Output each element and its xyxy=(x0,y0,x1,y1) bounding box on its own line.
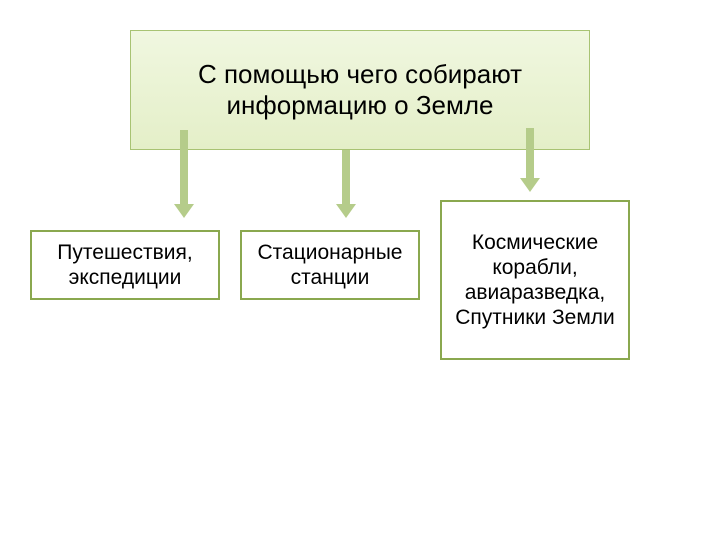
child-text-2: Космические корабли, авиаразведка, Спутн… xyxy=(450,230,620,331)
header-text: С помощью чего собирают информацию о Зем… xyxy=(149,59,571,121)
child-box-0: Путешествия, экспедиции xyxy=(30,230,220,300)
child-text-1: Стационарные станции xyxy=(250,240,410,290)
child-box-1: Стационарные станции xyxy=(240,230,420,300)
child-text-0: Путешествия, экспедиции xyxy=(40,240,210,290)
child-box-2: Космические корабли, авиаразведка, Спутн… xyxy=(440,200,630,360)
header-box: С помощью чего собирают информацию о Зем… xyxy=(130,30,590,150)
